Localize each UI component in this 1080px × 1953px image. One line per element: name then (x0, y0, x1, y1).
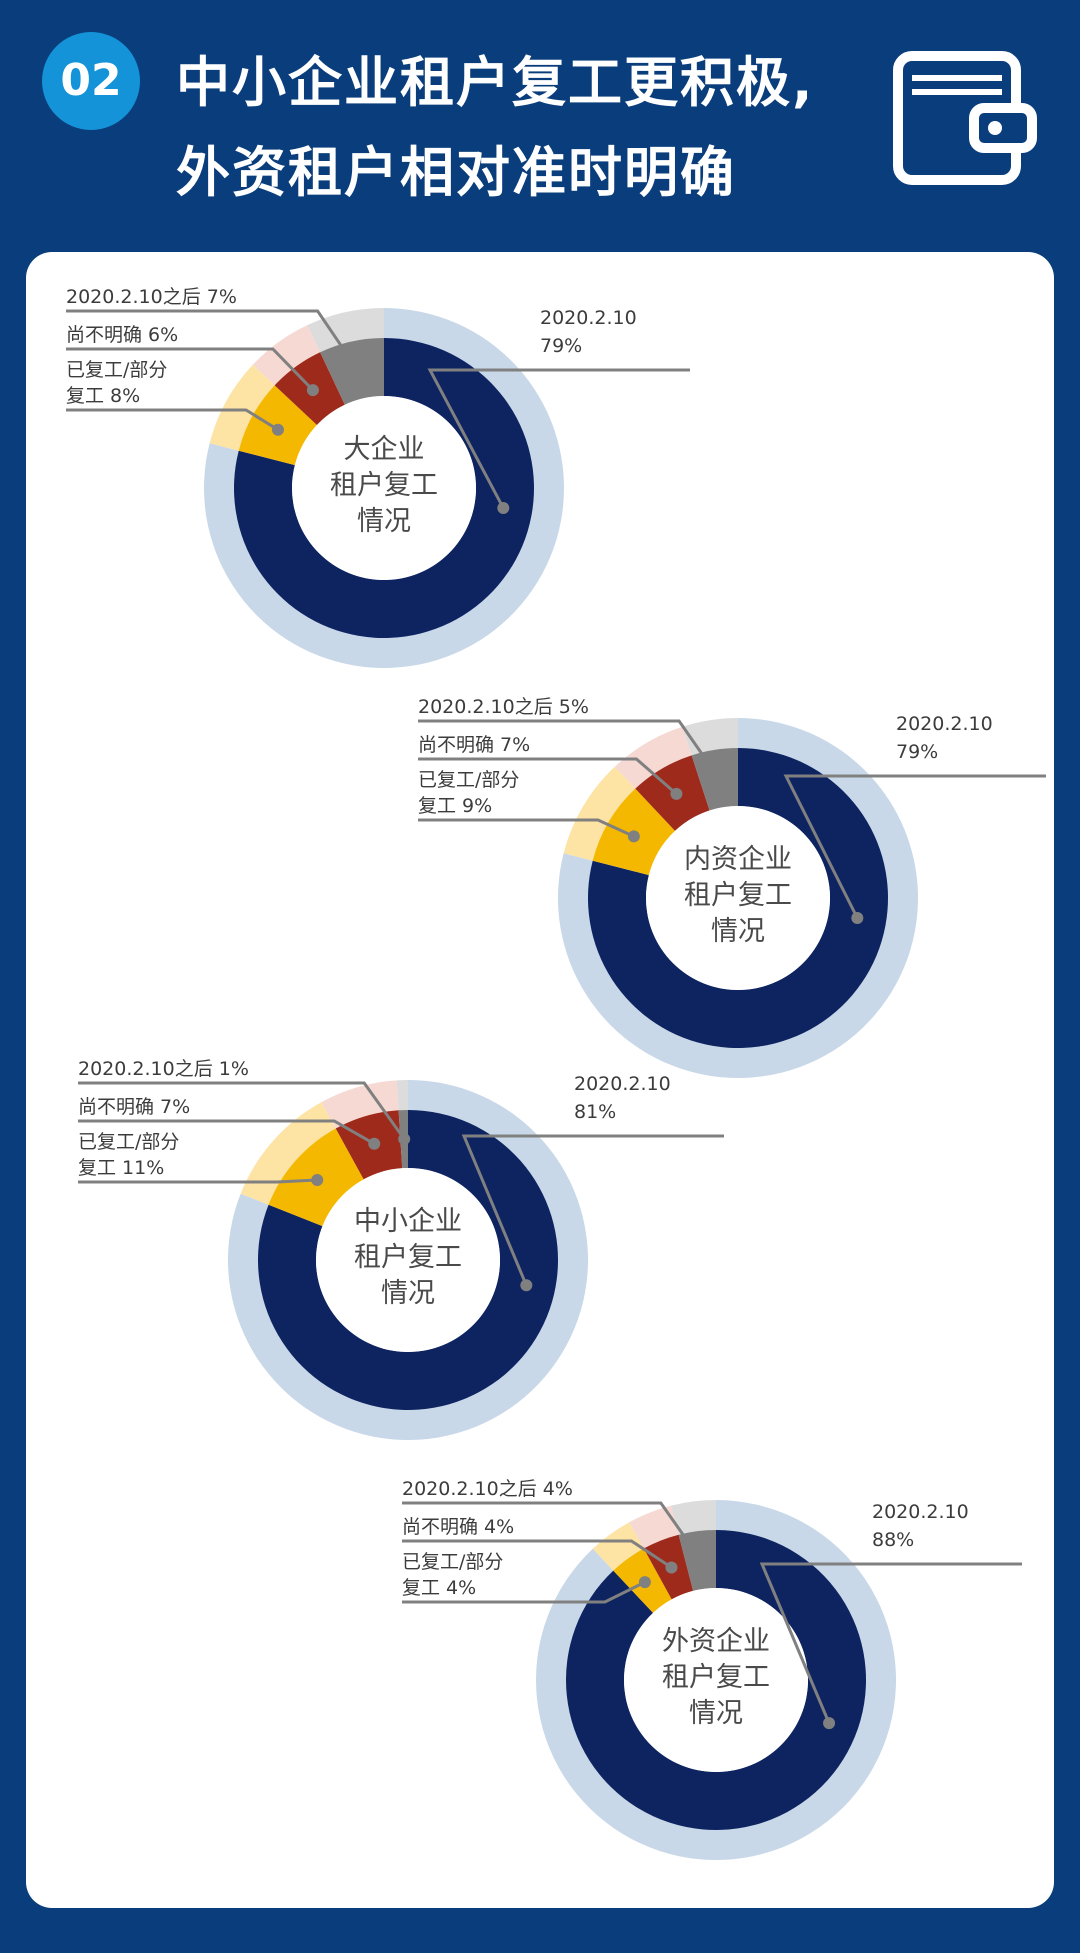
donut-3-leader-after (78, 1081, 406, 1140)
donut-1-slice-on-time (234, 338, 534, 638)
donut-3-outer-unclear (321, 1080, 399, 1130)
donut-4-leader-unclear (402, 1539, 673, 1569)
donut-2-label-unclear: 尚不明确 7% (418, 734, 530, 756)
donut-1-label-main-value: 79% (540, 335, 582, 357)
donut-2-outer-back-to-work (563, 766, 637, 861)
donut-4-label-main-value: 88% (872, 1529, 914, 1551)
donut-2-label-main-name: 2020.2.10 (896, 713, 993, 735)
donut-4-outer-back-to-work (592, 1522, 645, 1572)
donut-3-label-main-name: 2020.2.10 (574, 1073, 671, 1095)
donut-2-leader-after (418, 719, 721, 780)
donut-3-center (316, 1168, 500, 1352)
donut-2-leader-work (418, 818, 635, 838)
donut-4-center-label: 外资企业 (662, 1626, 770, 1657)
donut-2-slice-on-time (588, 748, 888, 1049)
donut-2-center (646, 806, 830, 990)
donut-1-center-label: 大企业 (344, 434, 425, 465)
donut-3-center-label: 情况 (381, 1278, 435, 1309)
donut-2-outer-unclear (614, 726, 692, 790)
page-title-line-2: 外资租户相对准时明确 (176, 141, 736, 204)
donut-4-leader-main (759, 1562, 1022, 1724)
donut-2-label-work-line2: 复工 9% (418, 795, 492, 817)
donut-4-label-work-line2: 复工 4% (402, 1577, 476, 1599)
donut-4-center-label: 租户复工 (662, 1662, 770, 1693)
donut-2-center-label: 情况 (711, 916, 765, 947)
donut-1-center (292, 396, 476, 580)
donut-3-outer-back-to-work (240, 1102, 337, 1206)
donut-3-leader-work (78, 1178, 318, 1184)
donut-1-leader-main (427, 368, 690, 509)
donut-1-label-work-line1: 已复工/部分 (66, 359, 167, 381)
donut-3-label-work-line1: 已复工/部分 (78, 1131, 179, 1153)
section-number-badge: 02 (42, 32, 140, 130)
donut-4-leader-work (402, 1580, 646, 1604)
donut-4-center-label: 情况 (689, 1698, 743, 1729)
donut-1-leader-unclear (66, 347, 314, 392)
donut-3-center-label: 中小企业 (354, 1206, 462, 1237)
donut-1-outer-unclear (252, 325, 321, 387)
donut-2-label-work-line1: 已复工/部分 (418, 769, 519, 791)
donut-3-outer-after (396, 1080, 408, 1112)
donut-1-label-after: 2020.2.10之后 7% (66, 286, 237, 308)
donut-3-center-label: 租户复工 (354, 1242, 462, 1273)
donut-4-label-after: 2020.2.10之后 4% (402, 1478, 573, 1500)
donut-2-center-label: 租户复工 (684, 880, 792, 911)
donut-3-label-after: 2020.2.10之后 1% (78, 1058, 249, 1080)
donut-1-leader-after (66, 309, 359, 371)
donut-2-label-after: 2020.2.10之后 5% (418, 696, 589, 718)
donut-1-center-label: 租户复工 (330, 470, 438, 501)
donut-4-leader-after (402, 1501, 703, 1561)
donut-4-slice-on-time (566, 1530, 867, 1830)
donut-3-leader-unclear (78, 1119, 375, 1146)
donut-4-outer-after (671, 1500, 716, 1536)
donut-3-leader-main (461, 1134, 724, 1286)
donut-4-label-main-name: 2020.2.10 (872, 1501, 969, 1523)
donut-1-center-label: 情况 (357, 506, 411, 537)
donut-2-center-label: 内资企业 (684, 844, 792, 875)
header: 02 中小企业租户复工更积极, 外资租户相对准时明确 (0, 0, 1080, 250)
donut-1-leader-work (66, 408, 279, 431)
donut-1-label-work-line2: 复工 8% (66, 385, 140, 407)
page-title-line-1: 中小企业租户复工更积极, (176, 51, 815, 114)
donut-1-label-main-name: 2020.2.10 (540, 307, 637, 329)
donut-2-leader-main (783, 774, 1046, 919)
donut-1-outer-back-to-work (209, 364, 276, 451)
donut-2-label-main-value: 79% (896, 741, 938, 763)
donut-3-label-work-line2: 复工 11% (78, 1157, 164, 1179)
donut-4-label-work-line1: 已复工/部分 (402, 1551, 503, 1573)
donut-4-center (624, 1588, 808, 1772)
wallet-icon (893, 51, 1037, 185)
donut-4-label-unclear: 尚不明确 4% (402, 1516, 514, 1538)
donut-2-leader-unclear (418, 757, 678, 795)
donut-3-label-unclear: 尚不明确 7% (78, 1096, 190, 1118)
donut-3-label-main-value: 81% (574, 1101, 616, 1123)
donut-1-outer-after (307, 308, 384, 354)
donut-1-label-unclear: 尚不明确 6% (66, 324, 178, 346)
